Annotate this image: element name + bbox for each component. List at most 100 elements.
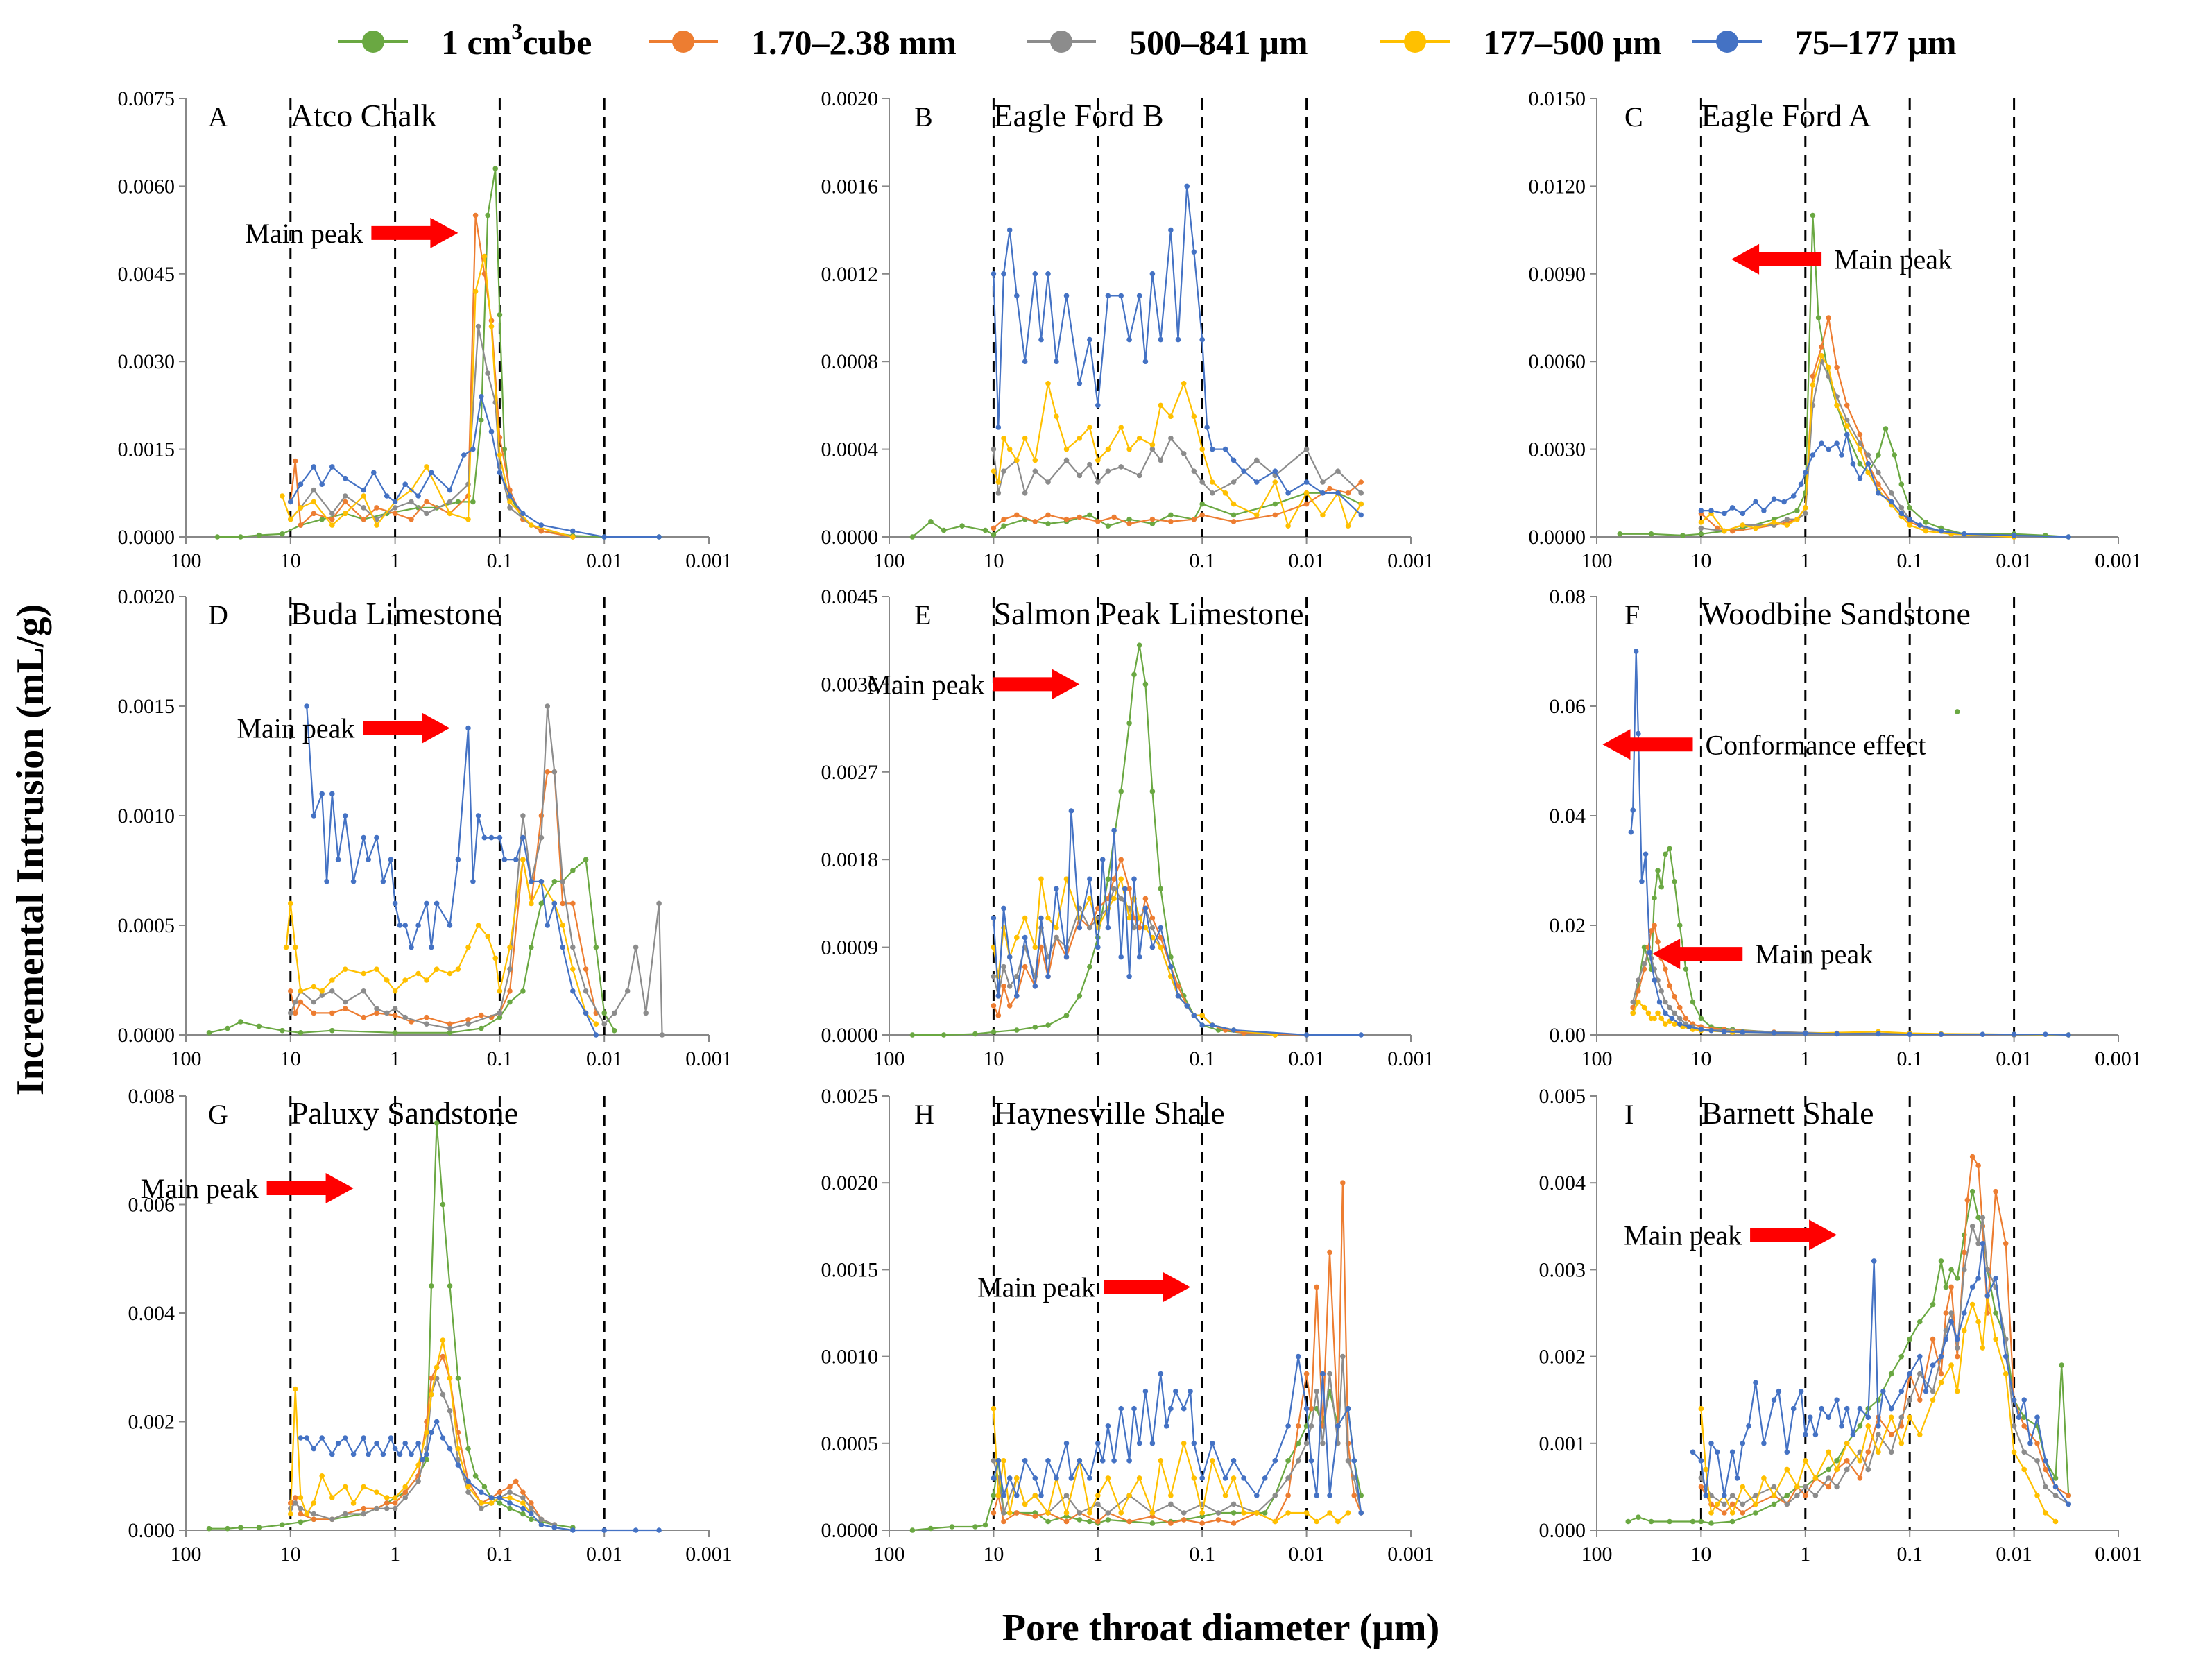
data-point [1714,1449,1720,1455]
data-point [409,516,414,522]
data-point [1184,1003,1190,1009]
x-tick-label: 10 [983,1047,1004,1070]
data-point [392,505,398,511]
x-tick-label: 0.01 [1996,549,2032,572]
series-path [993,888,1276,1036]
data-point [1032,1025,1038,1030]
data-point [1163,1423,1169,1429]
data-point [492,955,498,961]
data-point [424,1457,429,1463]
data-point [520,988,526,994]
series-line [991,1353,1364,1516]
data-point [1784,1493,1790,1498]
data-point [1006,227,1013,233]
annotation: Main peak [245,217,458,249]
data-point [447,499,453,505]
data-point [1993,1310,1998,1316]
data-point [1038,336,1044,343]
data-point [1126,915,1132,921]
data-point [1948,1362,1954,1368]
data-point [1001,271,1006,277]
data-point [415,1441,421,1446]
data-point [1954,709,1960,714]
data-point [311,487,317,493]
data-point [1022,915,1028,921]
data-point [991,532,997,538]
series-line [991,808,1364,1038]
data-point [1984,1293,1990,1299]
data-point [1241,468,1246,474]
data-point [292,1495,298,1500]
data-point [342,475,348,481]
data-point [1335,468,1341,474]
data-point [1068,808,1074,814]
data-point [280,1027,285,1034]
y-tick-label: 0.0005 [821,1432,879,1455]
data-point [1708,1441,1714,1446]
arrow-icon [266,1173,354,1204]
data-point [1006,954,1013,960]
data-point [1667,1004,1672,1011]
data-point [1888,1405,1894,1412]
data-point [501,857,508,862]
data-point [991,1003,997,1009]
data-point [1708,1510,1714,1516]
data-point [475,323,481,329]
data-point [2066,534,2071,540]
data-point [1022,963,1028,970]
data-point [1636,1514,1641,1520]
data-point [513,1478,519,1484]
data-point [1063,954,1070,960]
data-point [995,1458,1002,1464]
data-point [1181,1510,1187,1516]
data-point [1054,1475,1059,1481]
data-point [238,1525,243,1530]
data-point [1285,523,1291,529]
data-point [1199,1022,1205,1028]
data-point [1729,1501,1735,1507]
data-point [1761,1441,1767,1446]
data-point [545,923,550,928]
annotation-text: Main peak [1755,939,1873,970]
arrow-icon [1104,1271,1191,1303]
data-point [982,1522,988,1528]
data-point [447,487,453,493]
data-point [1993,1336,1998,1342]
data-point [507,966,513,972]
x-tick-label: 0.001 [685,1543,732,1566]
data-point [1636,988,1641,994]
data-point [1975,1215,1981,1221]
data-point [1753,1510,1758,1516]
data-point [1722,511,1727,517]
data-point [1063,293,1070,299]
data-point [1652,1016,1657,1022]
data-point [2011,533,2017,538]
data-point [329,1027,335,1034]
series-line [280,253,576,540]
data-point [1199,501,1205,507]
data-point [465,1446,471,1452]
x-tick-label: 100 [874,1543,905,1566]
data-point [298,1030,304,1036]
data-point [991,915,997,921]
data-point [361,970,366,977]
data-point [447,1030,453,1036]
data-point [1907,522,1912,528]
data-point [342,1511,348,1517]
data-point [643,1010,649,1016]
data-point [1857,431,1863,438]
data-point [1045,1518,1051,1525]
data-point [1001,523,1006,529]
series-path [281,255,574,538]
data-point [1888,1432,1894,1438]
data-point [1876,481,1881,487]
x-tick-label: 0.001 [2095,1543,2142,1566]
data-point [1698,1484,1704,1490]
data-point [545,769,550,775]
data-point [280,531,285,537]
legend-label: 177–500 μm [1483,23,1662,62]
data-point [1063,1518,1070,1525]
data-point [311,499,317,505]
data-point [1131,671,1137,678]
data-point [1648,928,1654,934]
